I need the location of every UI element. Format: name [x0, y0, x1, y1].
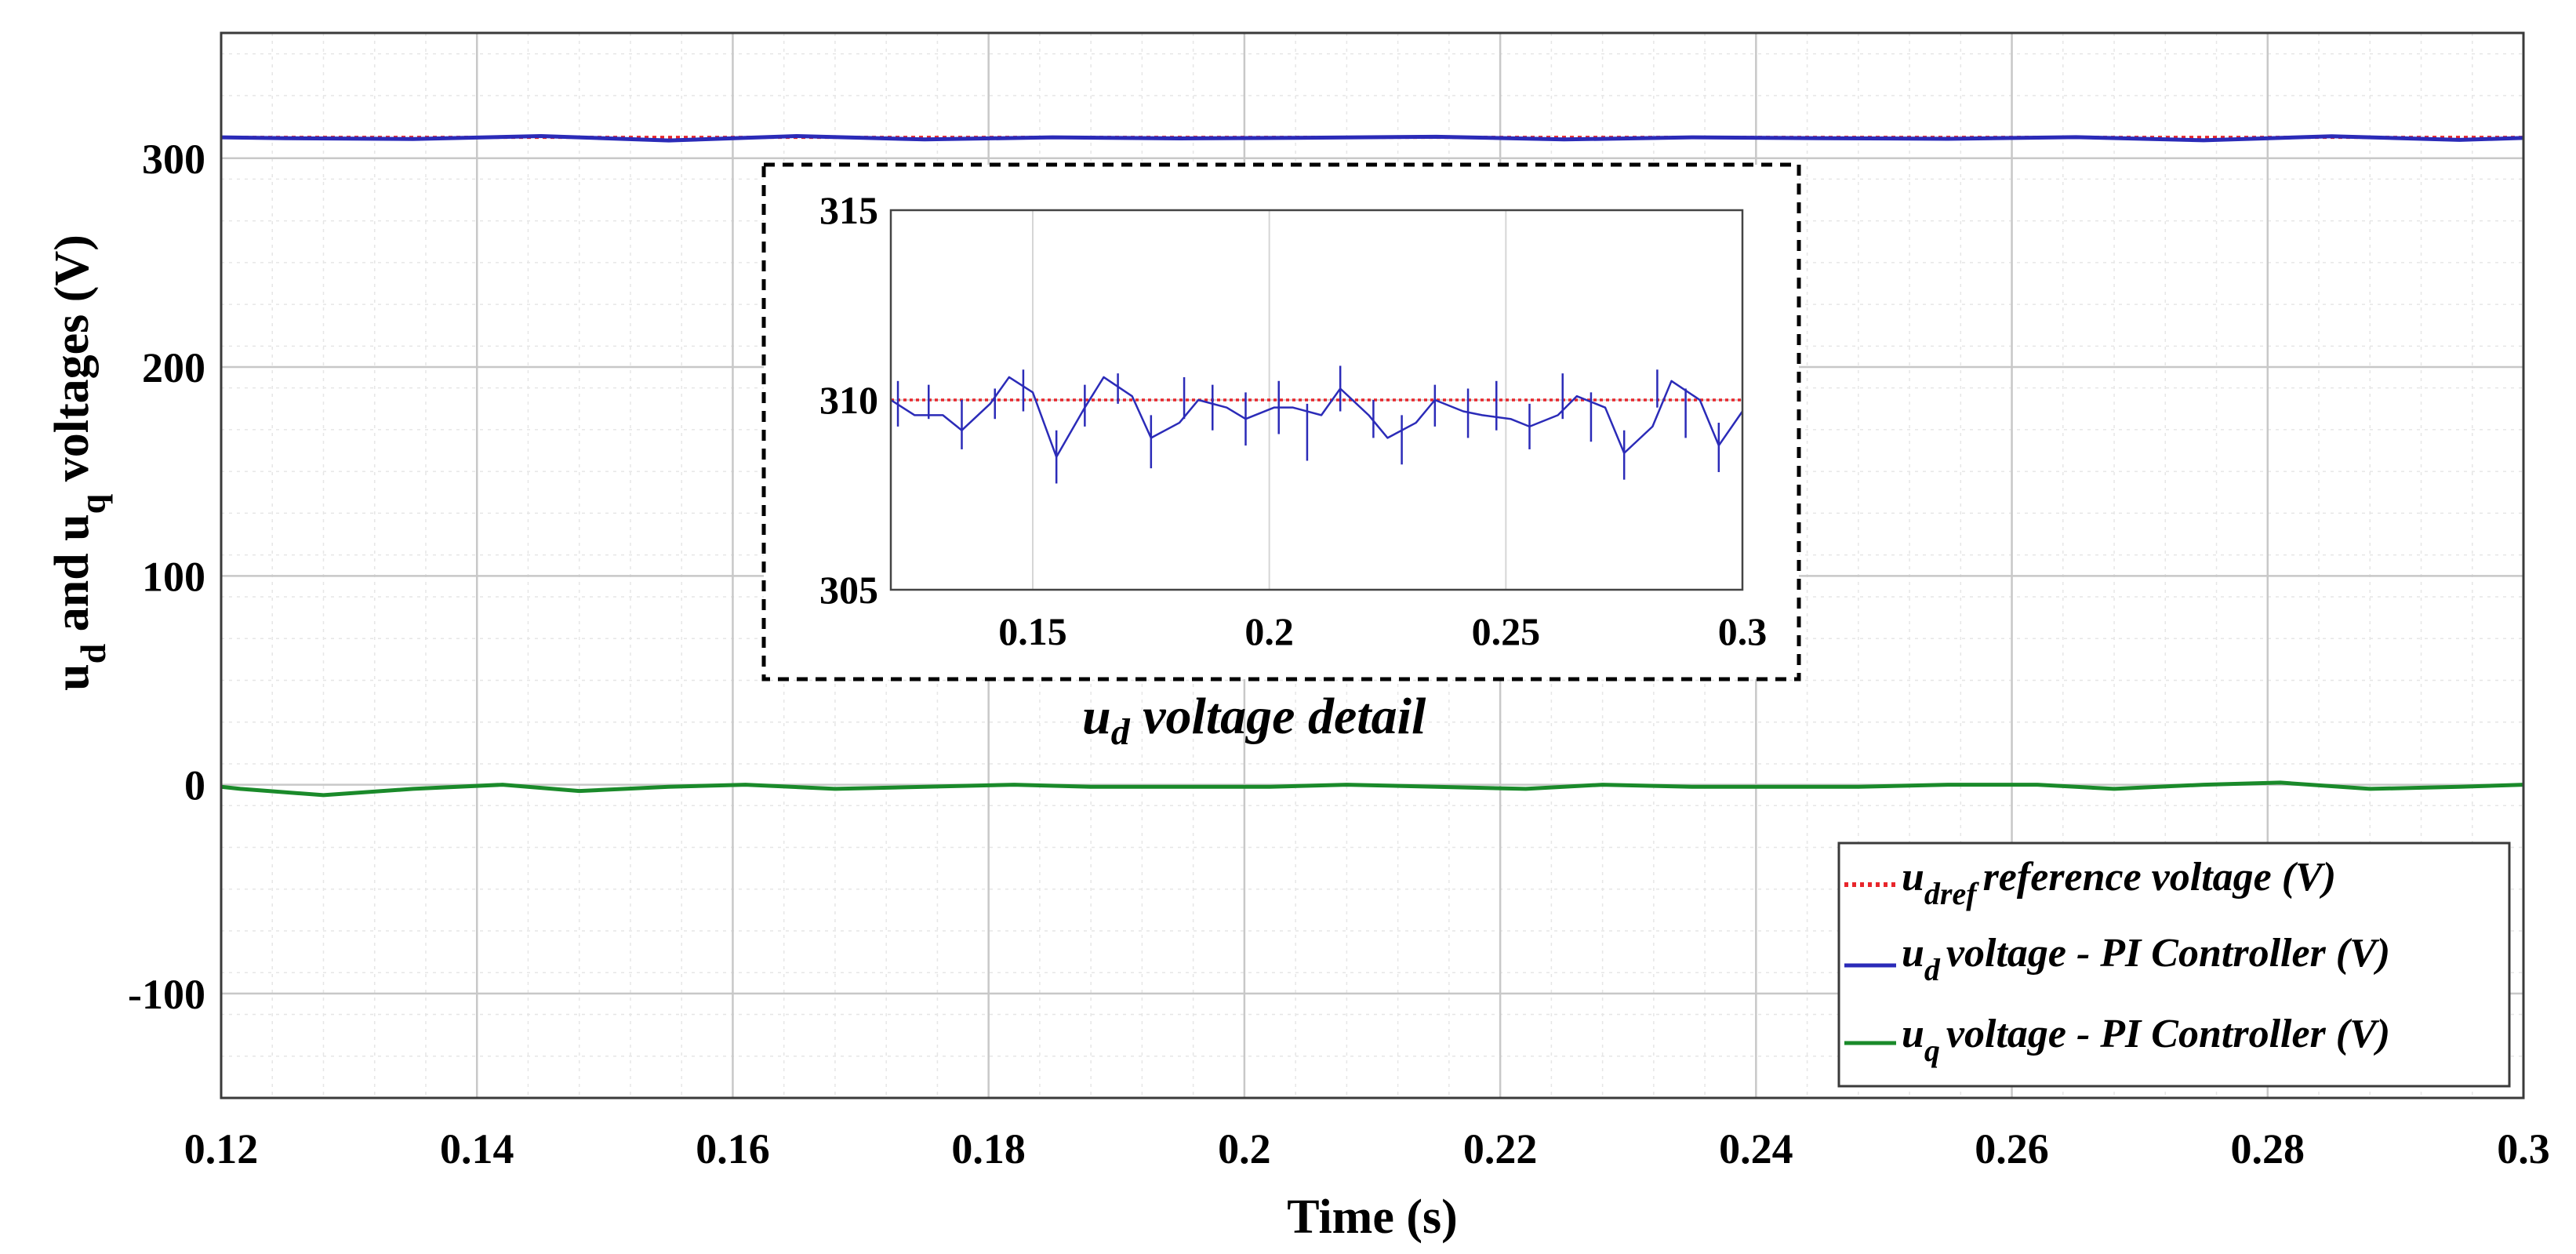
y-axis-label-u1: u [45, 663, 99, 690]
y-axis-label: ud and uq voltages (V) [45, 234, 113, 691]
legend-ud-text: voltage - PI Controller (V) [1946, 931, 2390, 976]
legend-udref-sub: dref [1924, 876, 1979, 911]
legend-uq-text: voltage - PI Controller (V) [1946, 1012, 2390, 1056]
legend-box [1837, 841, 2511, 1088]
inset-series-group [890, 365, 1744, 484]
legend-label-uq: uq voltage - PI Controller (V) [1902, 1012, 2390, 1068]
y-tick-label: -100 [128, 971, 205, 1018]
x-axis-label: Time (s) [1287, 1190, 1458, 1244]
y-tick-label: 200 [142, 344, 205, 391]
legend-ud-sub: d [1924, 952, 1941, 987]
x-tick-label: 0.24 [1719, 1125, 1793, 1172]
legend-item-uq: uq voltage - PI Controller (V) [1844, 1012, 2390, 1068]
inset-x-tick-label: 0.2 [1244, 609, 1294, 653]
main-x-tick-labels: 0.12 0.14 0.16 0.18 0.2 0.22 0.24 0.26 0.28 0.3 [184, 1125, 2550, 1172]
x-tick-label: 0.22 [1463, 1125, 1538, 1172]
inset-dashed-box [761, 162, 1801, 682]
inset-caption-sub: d [1111, 711, 1131, 753]
x-tick-label: 0.14 [440, 1125, 514, 1172]
main-y-tick-labels: 300 200 100 0 -100 [128, 136, 205, 1018]
x-tick-label: 0.16 [696, 1125, 770, 1172]
legend-label-ud: ud voltage - PI Controller (V) [1902, 931, 2390, 987]
legend-label-udref: udref reference voltage (V) [1902, 855, 2336, 911]
legend-uq-sub: q [1924, 1033, 1940, 1068]
legend-item-udref: udref reference voltage (V) [1844, 855, 2336, 911]
inset-x-tick-labels: 0.15 0.2 0.25 0.3 [998, 609, 1767, 653]
main-plot-frame [220, 31, 2525, 1100]
legend-ud-u: u [1902, 931, 1924, 976]
legend: udref reference voltage (V) ud voltage - P… [1837, 841, 2511, 1088]
inset-y-tick-labels: 315 310 305 [819, 188, 878, 612]
inset-y-tick-label: 315 [819, 188, 878, 232]
legend-item-ud: ud voltage - PI Controller (V) [1844, 931, 2390, 987]
y-axis-label-mid: and u [45, 514, 99, 643]
legend-udref-text: reference voltage (V) [1983, 855, 2336, 900]
main-series-line-ud [220, 134, 2524, 143]
y-tick-label: 100 [142, 553, 205, 600]
y-axis-label-end: voltages (V) [45, 234, 99, 494]
inset-y-tick-label: 310 [819, 378, 878, 422]
x-tick-label: 0.26 [1975, 1125, 2049, 1172]
y-tick-label: 0 [184, 762, 205, 809]
inset-caption: ud voltage detail [1082, 688, 1426, 753]
inset-series-line-ud [890, 376, 1744, 458]
x-tick-label: 0.3 [2497, 1125, 2550, 1172]
inset-caption-u: u [1082, 688, 1111, 745]
y-axis-label-sub-q: q [73, 493, 113, 514]
main-series-group [220, 134, 2524, 798]
y-axis-label-sub-d: d [73, 643, 113, 663]
inset-plot-frame [889, 209, 1744, 591]
inset-x-tick-label: 0.3 [1718, 609, 1768, 653]
x-tick-label: 0.28 [2231, 1125, 2305, 1172]
inset-x-tick-label: 0.15 [998, 609, 1067, 653]
main-series-line-uq [220, 780, 2524, 798]
legend-udref-u: u [1902, 855, 1924, 900]
x-tick-label: 0.2 [1218, 1125, 1271, 1172]
inset-y-tick-label: 305 [819, 568, 878, 612]
x-tick-label: 0.18 [951, 1125, 1026, 1172]
inset-caption-text: voltage detail [1130, 688, 1426, 745]
y-tick-label: 300 [142, 136, 205, 183]
inset-x-tick-label: 0.25 [1472, 609, 1541, 653]
legend-uq-u: u [1902, 1012, 1924, 1056]
x-tick-label: 0.12 [184, 1125, 259, 1172]
